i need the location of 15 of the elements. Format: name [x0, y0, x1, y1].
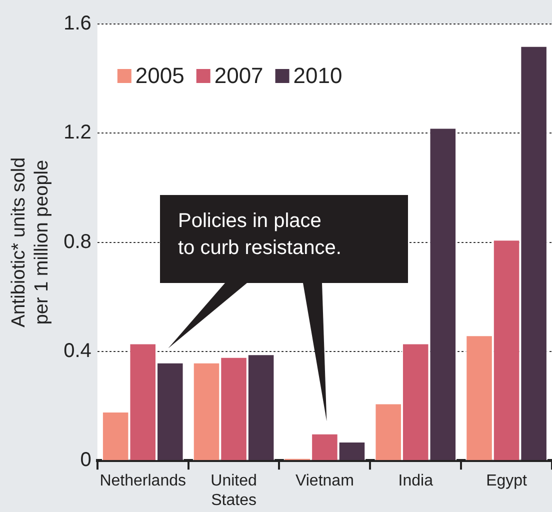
legend-label: 2007	[214, 63, 264, 88]
x-tick-label: Vietnam	[296, 472, 354, 490]
x-tick-label: United States	[210, 472, 257, 509]
x-tick-label: Netherlands	[100, 472, 186, 490]
y-tick-label: 0.4	[64, 340, 92, 362]
y-tick-label: 0.8	[64, 230, 92, 253]
callout-box: Policies in place to curb resistance.	[160, 195, 408, 283]
legend-label: 2005	[135, 63, 184, 88]
y-tick-label: 0	[80, 449, 92, 472]
x-tick-label: Egypt	[486, 472, 528, 490]
y-axis-title: Antibiotic* units sold per 1 million people	[8, 157, 52, 328]
x-tick-label: India	[398, 472, 434, 490]
legend-label: 2010	[293, 63, 342, 88]
y-tick-label: 1.6	[64, 12, 92, 35]
y-tick-label: 1.2	[64, 122, 92, 144]
